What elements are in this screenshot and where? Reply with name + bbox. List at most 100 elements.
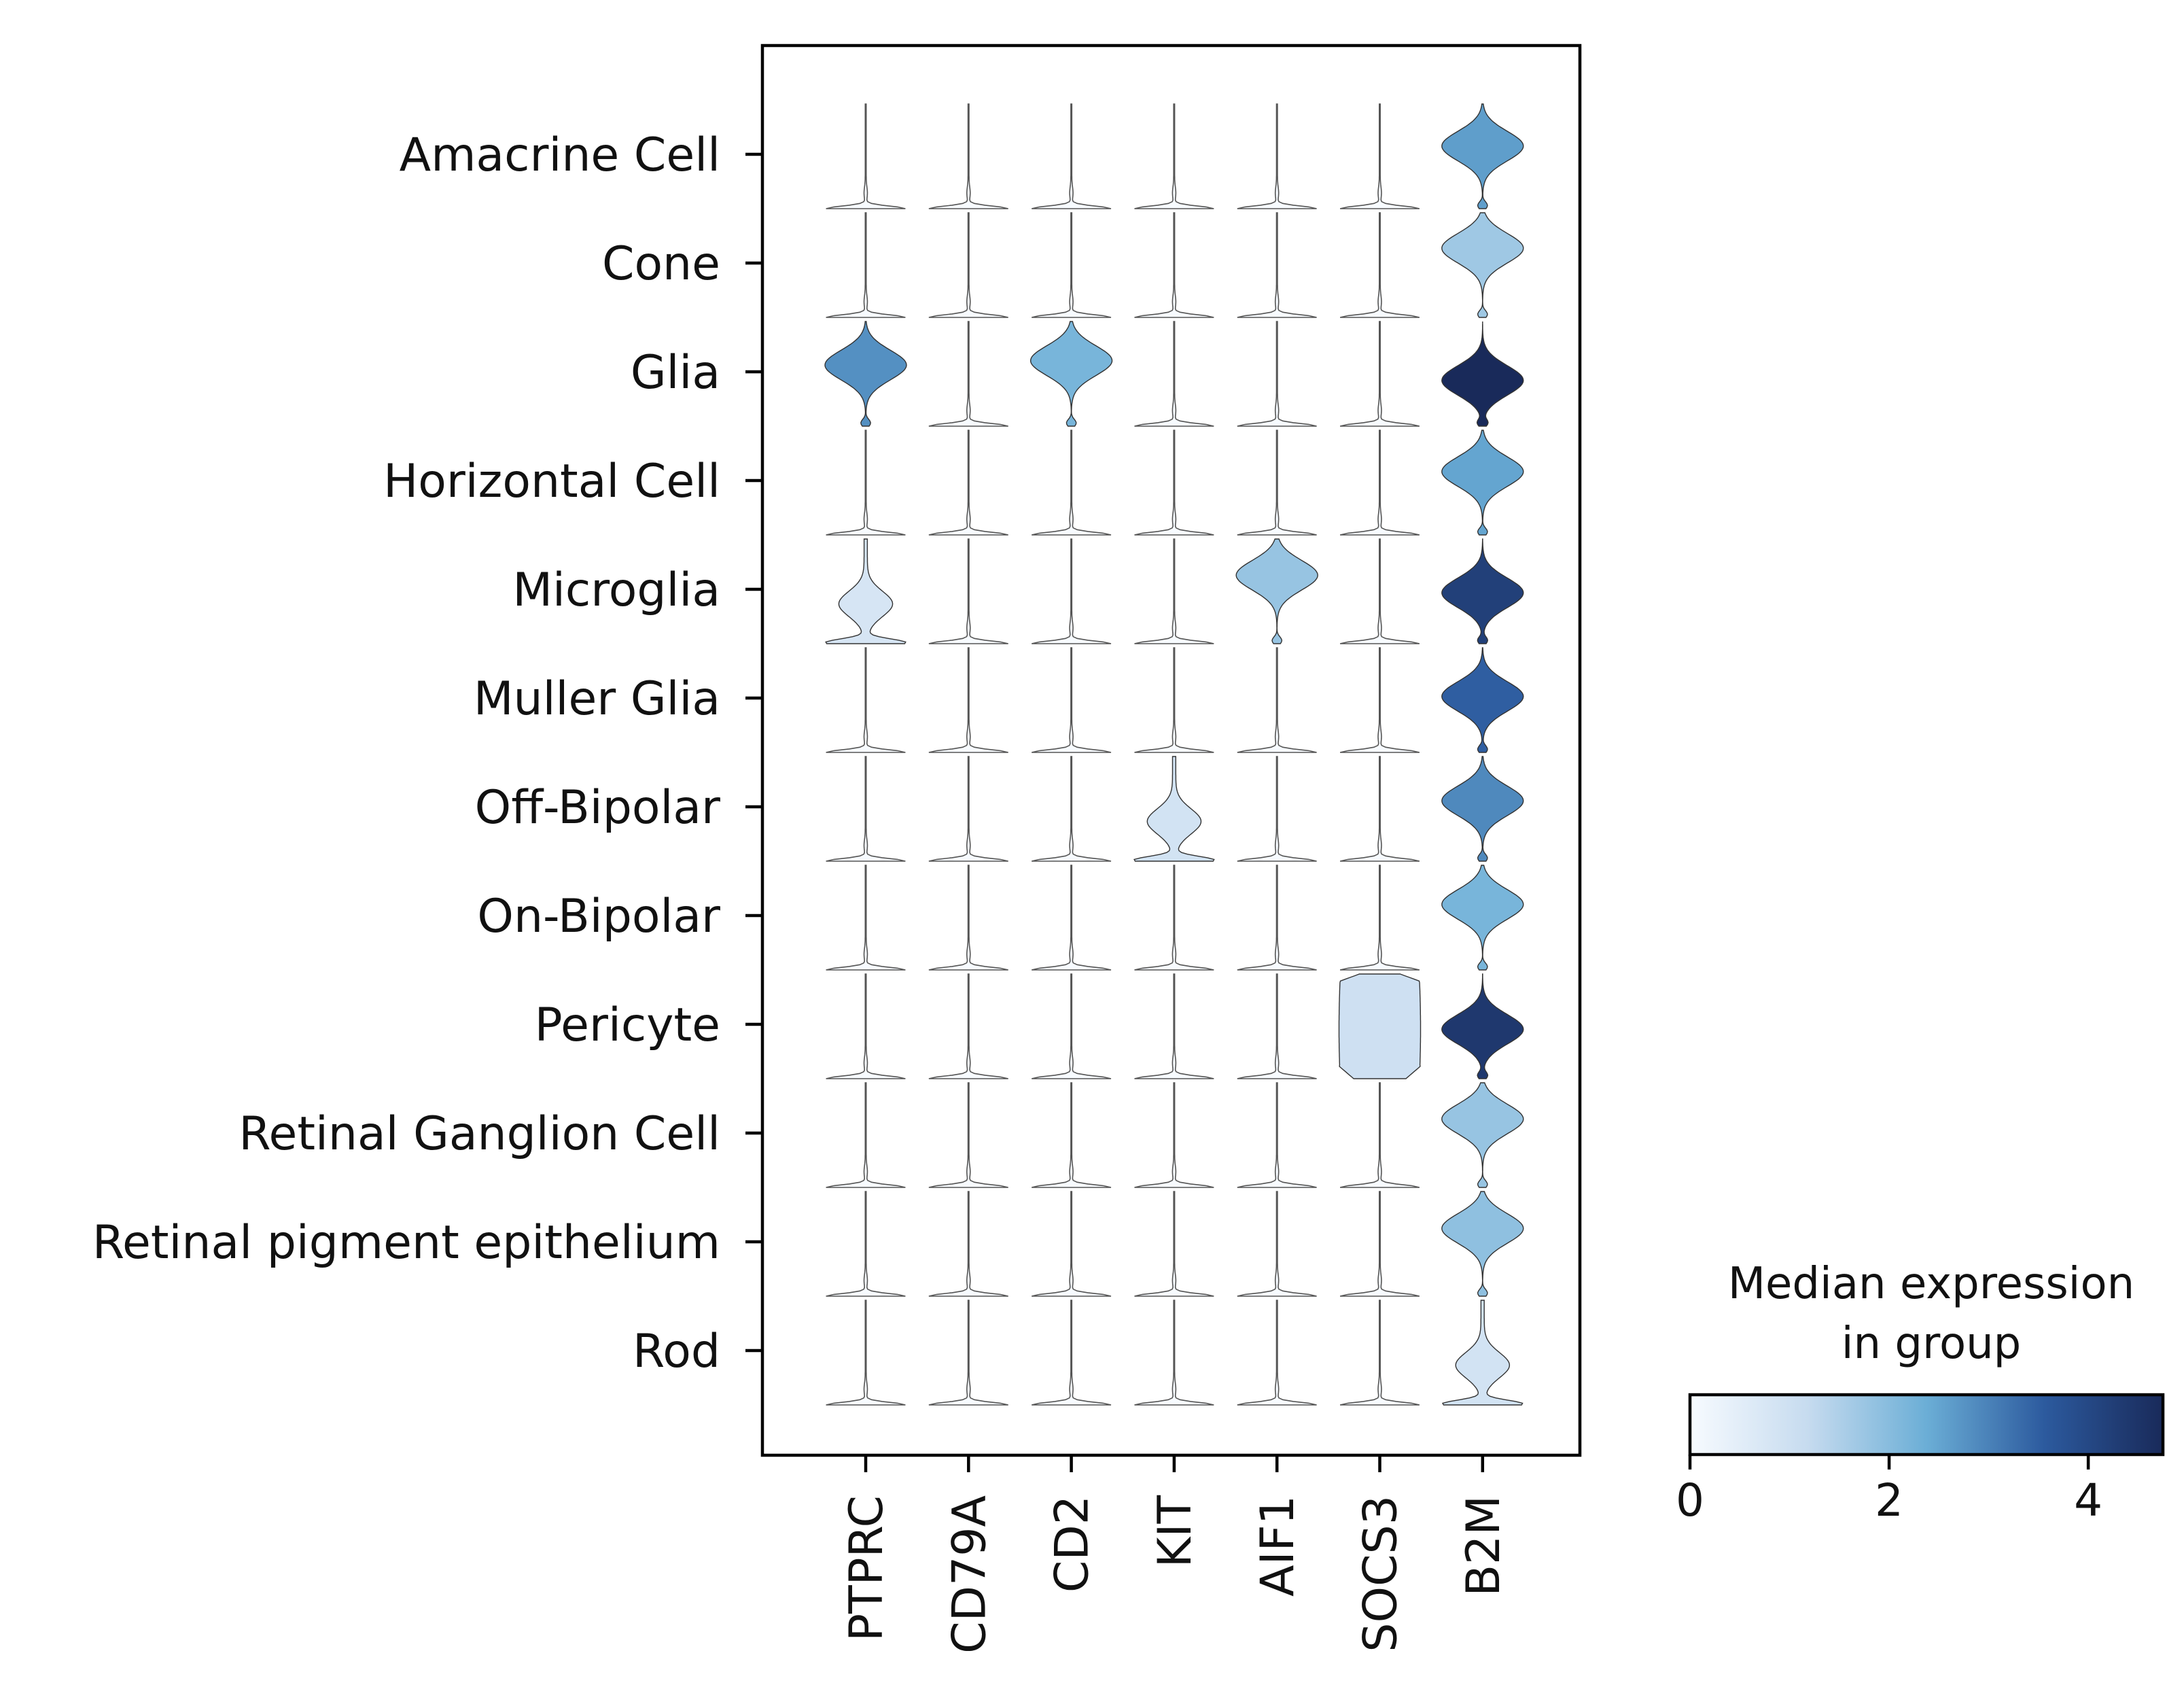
violin-cone-socs3 (1339, 212, 1420, 318)
colorbar-title: Median expression in group (1728, 1259, 2134, 1369)
y-tick-label-muller-glia: Muller Glia (474, 672, 720, 726)
violin-muller-glia-kit (1134, 647, 1214, 753)
violin-cone-kit (1134, 212, 1214, 318)
violin-off-bipolar-b2m (1441, 756, 1524, 862)
violin-on-bipolar-aif1 (1237, 865, 1317, 971)
violin-rod-aif1 (1237, 1300, 1317, 1406)
violin-glia-kit (1134, 321, 1214, 427)
violin-glia-b2m (1441, 321, 1524, 427)
violin-amacrine-cell-b2m (1441, 103, 1524, 209)
y-tick-label-horizontal-cell: Horizontal Cell (383, 455, 720, 508)
violin-retinal-ganglion-cell-cd2 (1032, 1082, 1112, 1188)
violin-rod-cd2 (1032, 1300, 1112, 1406)
violin-rod-socs3 (1339, 1300, 1420, 1406)
violin-pericyte-cd79a (928, 973, 1008, 1079)
violin-pericyte-socs3 (1338, 973, 1422, 1079)
violin-off-bipolar-socs3 (1339, 756, 1420, 862)
violin-amacrine-cell-kit (1134, 103, 1214, 209)
x-tick-label-socs3: SOCS3 (1354, 1495, 1408, 1652)
violin-horizontal-cell-socs3 (1339, 430, 1420, 536)
violin-glia-cd79a (928, 321, 1008, 427)
y-tick-label-retinal-pigment-epithelium: Retinal pigment epithelium (92, 1216, 720, 1270)
y-tick-label-pericyte: Pericyte (535, 998, 720, 1052)
violin-cone-cd79a (928, 212, 1008, 318)
violin-retinal-pigment-epithelium-aif1 (1237, 1191, 1317, 1297)
x-tick-label-cd2: CD2 (1046, 1495, 1099, 1593)
x-tick-label-kit: KIT (1148, 1495, 1202, 1568)
x-tick-label-ptprc: PTPRC (840, 1495, 894, 1641)
violin-glia-aif1 (1237, 321, 1317, 427)
x-axis: PTPRC CD79A CD2 KIT AIF1 SOCS3 B2M (840, 1455, 1511, 1654)
violin-microglia-cd79a (928, 538, 1008, 644)
y-axis: Amacrine Cell Cone Glia Horizontal Cell Micr… (92, 128, 762, 1378)
y-tick-label-glia: Glia (631, 346, 720, 400)
violin-glia-cd2 (1030, 321, 1113, 427)
violin-retinal-ganglion-cell-b2m (1441, 1082, 1524, 1188)
violin-pericyte-b2m (1441, 973, 1524, 1079)
colorbar-ticks: 0 2 4 (1676, 1455, 2102, 1527)
violin-on-bipolar-b2m (1441, 865, 1524, 971)
y-tick-label-microglia: Microglia (512, 563, 720, 617)
x-tick-label-aif1: AIF1 (1251, 1495, 1305, 1597)
violin-muller-glia-socs3 (1339, 647, 1420, 753)
violin-retinal-pigment-epithelium-cd79a (928, 1191, 1008, 1297)
violin-amacrine-cell-aif1 (1237, 103, 1317, 209)
x-tick-label-cd79a: CD79A (943, 1495, 996, 1654)
violin-retinal-ganglion-cell-aif1 (1237, 1082, 1317, 1188)
violin-glia-ptprc (824, 321, 907, 427)
violins-layer (824, 103, 1524, 1406)
violin-amacrine-cell-socs3 (1339, 103, 1420, 209)
violin-horizontal-cell-kit (1134, 430, 1214, 536)
violin-pericyte-ptprc (826, 973, 906, 1079)
violin-horizontal-cell-ptprc (826, 430, 906, 536)
violin-retinal-pigment-epithelium-socs3 (1339, 1191, 1420, 1297)
plot-area-frame (760, 44, 1582, 1457)
violin-rod-kit (1134, 1300, 1214, 1406)
violin-off-bipolar-cd79a (928, 756, 1008, 862)
violin-off-bipolar-cd2 (1032, 756, 1112, 862)
violin-off-bipolar-aif1 (1237, 756, 1317, 862)
violin-amacrine-cell-cd2 (1032, 103, 1112, 209)
y-tick-label-amacrine-cell: Amacrine Cell (400, 128, 720, 182)
violin-pericyte-kit (1134, 973, 1214, 1079)
violin-microglia-kit (1134, 538, 1214, 644)
violin-retinal-ganglion-cell-socs3 (1339, 1082, 1420, 1188)
y-tick-label-off-bipolar: Off-Bipolar (475, 781, 720, 835)
y-tick-label-rod: Rod (633, 1325, 720, 1378)
violin-on-bipolar-kit (1134, 865, 1214, 971)
violin-microglia-cd2 (1032, 538, 1112, 644)
violin-muller-glia-aif1 (1237, 647, 1317, 753)
violin-horizontal-cell-b2m (1441, 430, 1524, 536)
violin-retinal-pigment-epithelium-kit (1134, 1191, 1214, 1297)
violin-off-bipolar-ptprc (826, 756, 906, 862)
colorbar-gradient-bar (1688, 1393, 2165, 1457)
y-tick-label-retinal-ganglion-cell: Retinal Ganglion Cell (239, 1107, 720, 1161)
violin-glia-socs3 (1339, 321, 1420, 427)
violin-horizontal-cell-cd79a (928, 430, 1008, 536)
violin-muller-glia-cd2 (1032, 647, 1112, 753)
violin-retinal-ganglion-cell-kit (1134, 1082, 1214, 1188)
violin-microglia-b2m (1441, 538, 1524, 644)
colorbar-tick-label: 4 (2074, 1474, 2102, 1527)
violin-rod-cd79a (928, 1300, 1008, 1406)
violin-microglia-ptprc (825, 538, 906, 644)
violin-muller-glia-ptprc (826, 647, 906, 753)
colorbar-title-line: in group (1842, 1319, 2022, 1369)
violin-rod-b2m (1441, 1300, 1523, 1406)
violin-retinal-pigment-epithelium-b2m (1441, 1191, 1524, 1297)
violin-horizontal-cell-cd2 (1032, 430, 1112, 536)
colorbar-title-line: Median expression (1728, 1259, 2134, 1309)
violin-on-bipolar-cd79a (928, 865, 1008, 971)
violin-amacrine-cell-ptprc (826, 103, 906, 209)
violin-pericyte-aif1 (1237, 973, 1317, 1079)
violin-off-bipolar-kit (1133, 756, 1215, 862)
colorbar-tick-label: 2 (1875, 1474, 1903, 1527)
violin-cone-cd2 (1032, 212, 1112, 318)
violin-retinal-ganglion-cell-ptprc (826, 1082, 906, 1188)
x-tick-label-b2m: B2M (1457, 1495, 1511, 1597)
violin-cone-aif1 (1237, 212, 1317, 318)
violin-microglia-socs3 (1339, 538, 1420, 644)
violin-retinal-ganglion-cell-cd79a (928, 1082, 1008, 1188)
colorbar-legend: Median expression in group 0 2 4 (1676, 1259, 2165, 1527)
